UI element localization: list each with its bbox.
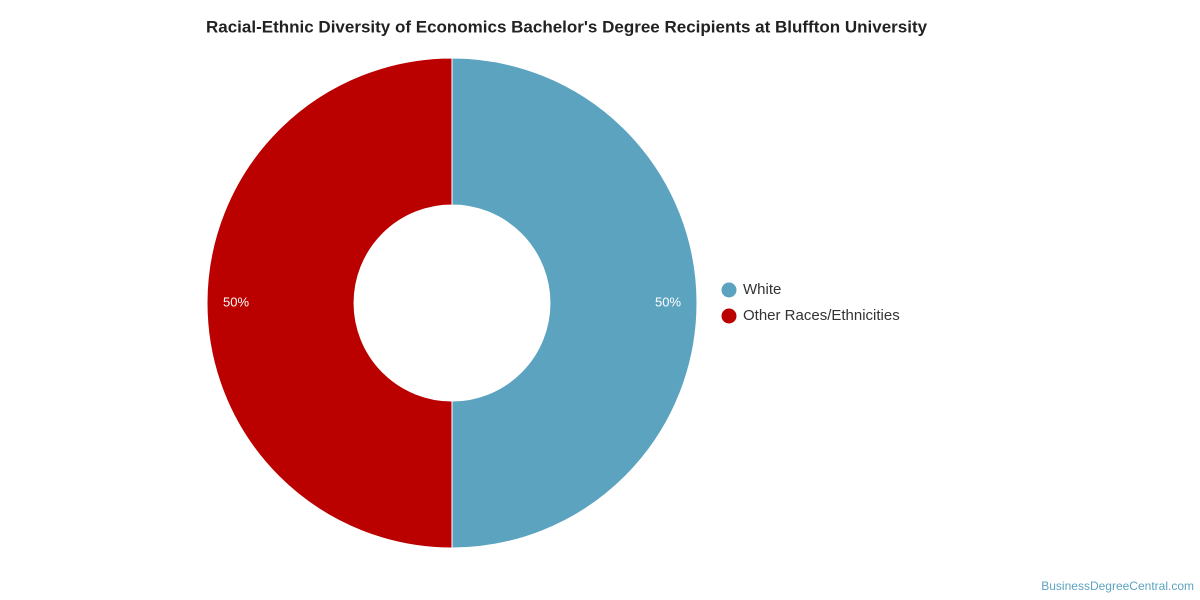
legend-label: Other Races/Ethnicities — [743, 307, 900, 324]
legend-marker — [721, 308, 737, 324]
donut-slice — [451, 57, 698, 549]
value-label: 50% — [655, 294, 681, 309]
watermark: BusinessDegreeCentral.com — [1041, 579, 1194, 593]
donut-slice — [206, 57, 453, 549]
value-label: 50% — [223, 294, 249, 309]
legend-marker — [721, 282, 737, 298]
legend-label: White — [743, 281, 781, 298]
chart-title: Racial-Ethnic Diversity of Economics Bac… — [206, 17, 928, 36]
